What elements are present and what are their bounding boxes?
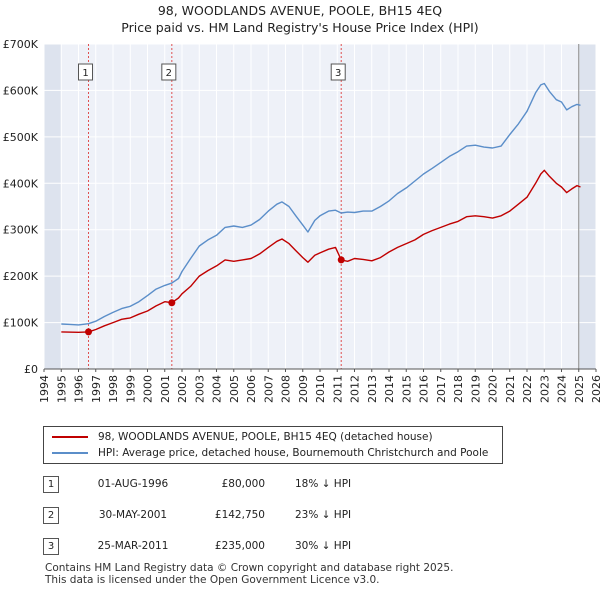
x-tick-label: 2017: [435, 375, 448, 403]
x-tick-label: 2026: [590, 375, 600, 403]
chart-title: 98, WOODLANDS AVENUE, POOLE, BH15 4EQ: [157, 3, 443, 18]
x-tick-label: 2019: [469, 375, 482, 403]
legend-swatch-hpi: [52, 452, 88, 454]
transaction-label: 3: [335, 68, 341, 79]
x-tick-label: 2013: [366, 375, 379, 403]
y-tick-label: £700K: [3, 38, 39, 51]
x-tick-label: 2007: [262, 375, 275, 403]
x-tick-label: 2023: [538, 375, 551, 403]
x-tick-label: 2021: [504, 375, 517, 403]
transaction-number: 2: [43, 507, 59, 524]
x-tick-label: 2008: [280, 375, 293, 403]
x-tick-label: 2004: [211, 375, 224, 403]
chart-subtitle: Price paid vs. HM Land Registry's House …: [121, 20, 479, 35]
x-tick-label: 2025: [573, 375, 586, 403]
transaction-marker: [337, 256, 345, 264]
x-tick-label: 2012: [349, 375, 362, 403]
y-tick-label: £100K: [3, 317, 39, 330]
x-tick-label: 2011: [331, 375, 344, 403]
x-tick-label: 2018: [452, 375, 465, 403]
x-tick-label: 2002: [176, 375, 189, 403]
transaction-price: £142,750: [214, 509, 265, 521]
transaction-label: 1: [82, 68, 88, 79]
legend: 98, WOODLANDS AVENUE, POOLE, BH15 4EQ (d…: [43, 426, 503, 464]
x-tick-label: 2020: [487, 375, 500, 403]
transaction-date: 30-MAY-2001: [98, 509, 168, 521]
x-tick-label: 2001: [159, 375, 172, 403]
x-tick-label: 1998: [107, 375, 120, 403]
shaded-region: [578, 44, 596, 369]
y-tick-label: £300K: [3, 224, 39, 237]
y-tick-label: £0: [24, 363, 38, 376]
transaction-label-box: [161, 63, 177, 81]
y-tick-label: £600K: [3, 84, 39, 97]
x-tick-label: 2003: [193, 375, 206, 403]
x-tick-label: 2006: [245, 375, 258, 403]
x-tick-label: 1999: [124, 375, 137, 403]
shaded-region: [44, 44, 62, 369]
x-tick-label: 2009: [297, 375, 310, 403]
x-tick-label: 2015: [400, 375, 413, 403]
transaction-price: £80,000: [221, 478, 265, 490]
transaction-hpi: 23% ↓ HPI: [295, 509, 352, 521]
series-line-property: [61, 169, 581, 333]
transaction-number: 1: [43, 476, 59, 493]
transaction-hpi: 30% ↓ HPI: [295, 540, 352, 552]
transaction-marker: [168, 299, 176, 307]
transaction-number: 3: [43, 538, 59, 555]
transaction-marker: [85, 328, 93, 336]
y-tick-label: £200K: [3, 270, 39, 283]
transaction-price: £235,000: [214, 540, 265, 552]
y-tick-label: £500K: [3, 131, 39, 144]
x-tick-label: 1994: [38, 375, 51, 403]
x-tick-label: 2024: [556, 375, 569, 403]
x-tick-label: 2010: [314, 375, 327, 403]
legend-label-property: 98, WOODLANDS AVENUE, POOLE, BH15 4EQ (d…: [98, 431, 433, 443]
legend-swatch-property: [52, 436, 88, 438]
x-tick-label: 2005: [228, 375, 241, 403]
legend-label-hpi: HPI: Average price, detached house, Bour…: [98, 447, 489, 459]
transaction-date: 25-MAR-2011: [97, 540, 169, 552]
x-tick-label: 1997: [90, 375, 103, 403]
footer-copyright: Contains HM Land Registry data © Crown c…: [45, 562, 454, 574]
legend-item-hpi: HPI: Average price, detached house, Bour…: [52, 445, 488, 461]
x-tick-label: 1995: [55, 375, 68, 403]
x-tick-label: 2022: [521, 375, 534, 403]
transaction-hpi: 18% ↓ HPI: [295, 478, 352, 490]
footer-licence: This data is licensed under the Open Gov…: [45, 574, 380, 586]
transaction-date: 01-AUG-1996: [97, 478, 169, 490]
transaction-label: 2: [166, 68, 172, 79]
series-line-hpi: [61, 82, 581, 326]
legend-item-property: 98, WOODLANDS AVENUE, POOLE, BH15 4EQ (d…: [52, 429, 433, 445]
x-tick-label: 2000: [142, 375, 155, 403]
transaction-label-box: [330, 63, 346, 81]
x-tick-label: 2016: [418, 375, 431, 403]
x-tick-label: 2014: [383, 375, 396, 403]
price-chart: 1 2 3 £0 £100K £200K £300K £400K £500K £600K £700…: [3, 38, 600, 403]
x-tick-label: 1996: [73, 375, 86, 403]
y-tick-label: £400K: [3, 177, 39, 190]
transaction-label-box: [78, 63, 94, 81]
